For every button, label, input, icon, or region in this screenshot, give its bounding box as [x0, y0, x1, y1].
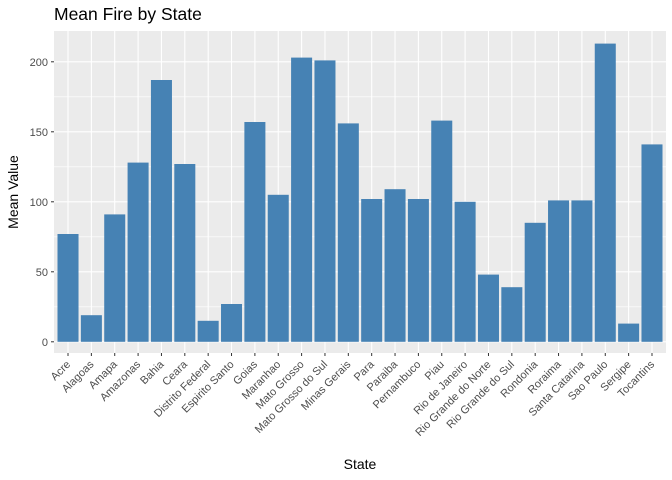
- bar: [197, 320, 219, 342]
- bar: [618, 323, 640, 342]
- bar: [127, 162, 149, 342]
- bar: [244, 122, 266, 342]
- bar: [337, 123, 359, 342]
- bar: [104, 214, 126, 342]
- bar: [314, 60, 336, 342]
- y-tick-label: 50: [36, 267, 48, 279]
- bar: [571, 200, 593, 342]
- bar: [57, 234, 79, 342]
- x-axis-title: State: [344, 456, 377, 472]
- bars: [57, 43, 663, 342]
- bar: [548, 200, 570, 342]
- bar: [80, 315, 102, 342]
- bar: [454, 201, 476, 342]
- bar: [384, 189, 406, 342]
- chart-title: Mean Fire by State: [54, 4, 202, 24]
- bar: [594, 43, 616, 342]
- bar: [174, 164, 196, 342]
- bar: [431, 120, 453, 342]
- y-axis: 0 50 100 150 200: [30, 57, 54, 349]
- y-tick-label: 100: [30, 197, 48, 209]
- bar: [221, 304, 243, 342]
- bar: [641, 144, 663, 342]
- bar: [477, 274, 499, 342]
- bar: [150, 80, 172, 342]
- bar: [524, 222, 546, 342]
- y-tick-label: 150: [30, 127, 48, 139]
- bar: [267, 194, 289, 342]
- bar: [501, 287, 523, 342]
- bar: [361, 199, 383, 342]
- bar: [291, 57, 313, 342]
- y-axis-title: Mean Value: [5, 155, 21, 229]
- y-tick-label: 200: [30, 57, 48, 69]
- x-axis: AcreAlagoasAmapaAmazonasBahiaCearaDistri…: [49, 353, 657, 439]
- bar: [407, 199, 429, 342]
- y-tick-label: 0: [42, 337, 48, 349]
